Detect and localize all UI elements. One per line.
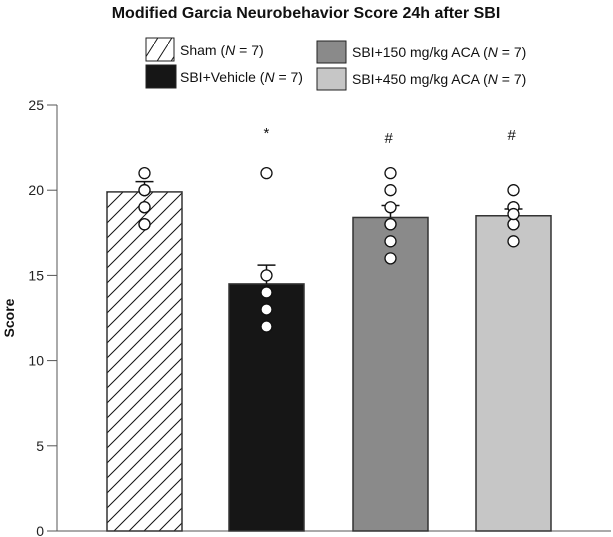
legend-item: SBI+150 mg/kg ACA (N = 7) <box>316 40 526 64</box>
data-point <box>384 167 397 180</box>
significance-marker: # <box>508 127 517 144</box>
bar-group: # <box>475 127 552 532</box>
legend-swatch <box>145 37 175 62</box>
data-point <box>260 286 273 299</box>
legend-swatch <box>316 40 347 64</box>
bar <box>106 191 183 532</box>
legend-swatch <box>316 67 347 91</box>
data-point <box>260 167 273 180</box>
y-tick-label: 25 <box>28 97 44 113</box>
data-point <box>507 235 520 248</box>
chart-title: Modified Garcia Neurobehavior Score 24h … <box>112 5 501 22</box>
data-point <box>138 167 151 180</box>
bar <box>475 215 552 532</box>
data-point <box>384 252 397 265</box>
bar-group: * <box>228 125 305 532</box>
y-axis-label: Score <box>1 298 17 337</box>
legend-swatch <box>145 64 177 89</box>
legend-item: SBI+450 mg/kg ACA (N = 7) <box>316 67 526 91</box>
data-point <box>138 218 151 231</box>
legend-item: Sham (N = 7) <box>145 37 264 62</box>
y-tick-label: 0 <box>36 523 44 537</box>
y-tick-label: 10 <box>28 353 44 369</box>
legend-label: SBI+150 mg/kg ACA (N = 7) <box>352 44 526 60</box>
y-tick-label: 15 <box>28 267 44 283</box>
bar-group <box>106 167 183 532</box>
legend-label: SBI+Vehicle (N = 7) <box>180 69 303 85</box>
bars: * # # <box>106 125 552 532</box>
bar <box>352 216 429 532</box>
data-point <box>260 269 273 282</box>
data-point <box>384 218 397 231</box>
legend-label: Sham (N = 7) <box>180 42 264 58</box>
y-tick-label: 5 <box>36 438 44 454</box>
y-ticks: 0 5 10 15 20 25 <box>28 97 57 537</box>
data-point <box>260 320 273 333</box>
significance-marker: # <box>385 130 394 147</box>
legend-label: SBI+450 mg/kg ACA (N = 7) <box>352 71 526 87</box>
data-point <box>260 303 273 316</box>
data-point <box>138 201 151 214</box>
bar-group: # <box>352 130 429 532</box>
data-point <box>384 184 397 197</box>
data-point <box>384 235 397 248</box>
data-point <box>507 207 520 221</box>
data-point <box>138 184 151 197</box>
data-point <box>384 201 397 214</box>
legend-item: SBI+Vehicle (N = 7) <box>145 64 303 89</box>
data-point <box>507 218 520 231</box>
y-tick-label: 20 <box>28 182 44 198</box>
data-point <box>507 184 520 197</box>
legend: Sham (N = 7) SBI+Vehicle (N = 7) SBI+150 m… <box>145 37 526 91</box>
significance-marker: * <box>264 125 270 142</box>
